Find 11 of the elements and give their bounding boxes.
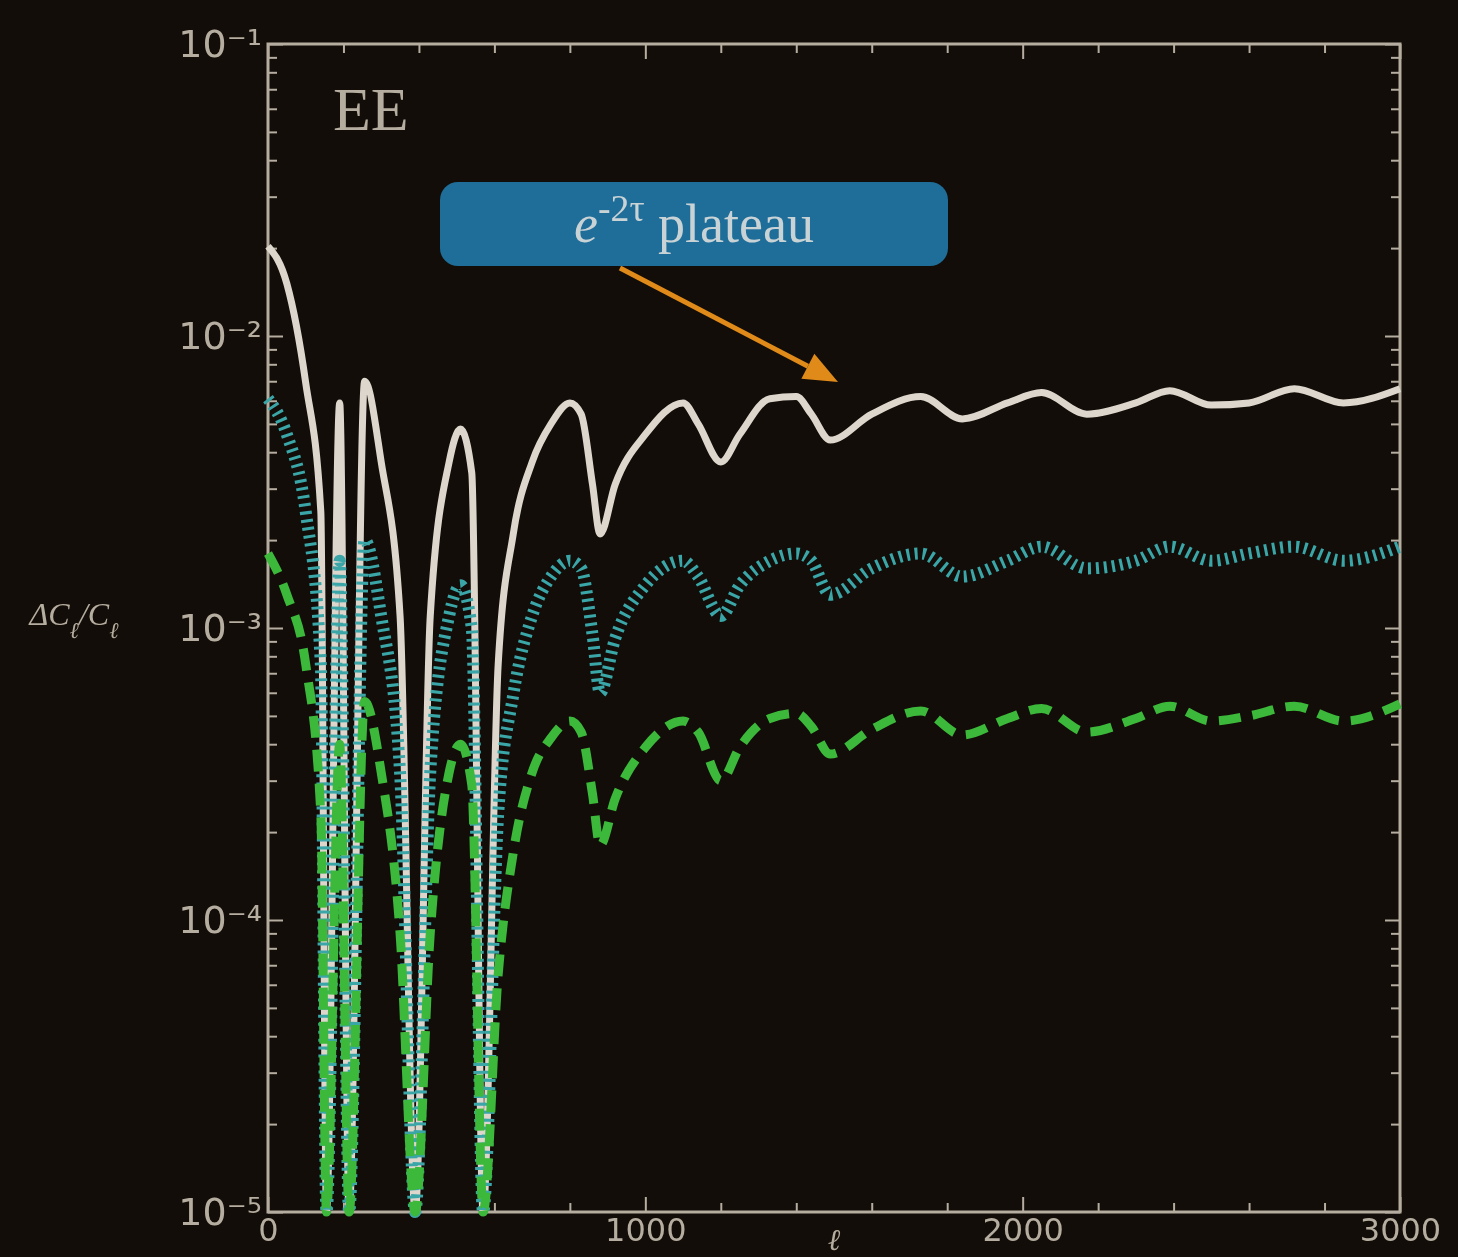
x-tick-label: 1000 [605,1210,687,1249]
y-tick-label: 10⁻¹ [178,21,262,66]
x-axis-title: ℓ [827,1223,841,1256]
x-tick-label: 2000 [982,1210,1064,1249]
y-tick-label: 10⁻⁴ [178,897,262,942]
y-tick-label: 10⁻³ [178,605,262,650]
y-axis-title: ΔC$_{ℓ}$/C$_{ℓ}$ [27,596,120,643]
annotation: EE [333,75,409,143]
x-tick-label: 3000 [1359,1210,1442,1249]
annotation: e$^{-2τ}$ plateau [573,187,815,254]
y-tick-label: 10⁻² [178,313,262,358]
